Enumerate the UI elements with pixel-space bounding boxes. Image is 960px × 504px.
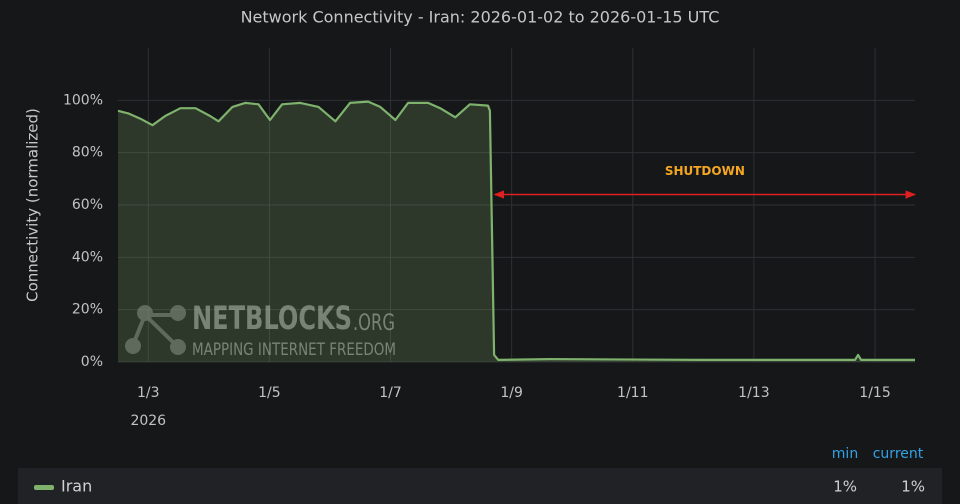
- x-tick-label: 1/13: [738, 385, 769, 401]
- watermark-brand: NETBLOCKS: [192, 299, 352, 337]
- y-tick-label: 80%: [72, 145, 103, 161]
- x-tick-label: 1/7: [379, 385, 402, 401]
- chart-title: Network Connectivity - Iran: 2026-01-02 …: [241, 8, 720, 27]
- x-tick-label: 1/3: [137, 385, 160, 401]
- x-tick-label: 1/11: [617, 385, 648, 401]
- watermark-dots: [125, 305, 186, 355]
- x-tick-label: 1/15: [859, 385, 890, 401]
- legend-row: [18, 468, 942, 504]
- plot: SHUTDOWN: [117, 100, 917, 362]
- y-tick-label: 40%: [72, 249, 103, 265]
- legend: min current 1% 1% Iran: [34, 446, 925, 496]
- legend-label: Iran: [61, 477, 92, 496]
- annotation-text: SHUTDOWN: [665, 164, 745, 178]
- legend-header: min: [832, 446, 858, 462]
- legend-swatch: [34, 485, 54, 490]
- watermark-tagline: MAPPING INTERNET FREEDOM: [192, 340, 396, 360]
- grid: [118, 48, 915, 363]
- legend-header: current: [873, 446, 924, 462]
- legend-value: 1%: [901, 478, 925, 496]
- series-area: [118, 101, 915, 362]
- y-axis-label: Connectivity (normalized): [24, 108, 42, 302]
- y-tick-label: 20%: [72, 302, 103, 318]
- y-tick-label: 60%: [72, 197, 103, 213]
- y-tick-label: 100%: [63, 92, 103, 108]
- series-line: [117, 100, 915, 361]
- watermark-suffix: .ORG: [353, 311, 395, 336]
- x-tick-label: 1/5: [258, 385, 281, 401]
- legend-value: 1%: [833, 478, 857, 496]
- x-tick-label: 1/9: [500, 385, 523, 401]
- x-sublabel: 2026: [130, 413, 166, 429]
- watermark: NETBLOCKS .ORG MAPPING INTERNET FREEDOM: [125, 299, 396, 360]
- y-tick-label: 0%: [81, 354, 103, 370]
